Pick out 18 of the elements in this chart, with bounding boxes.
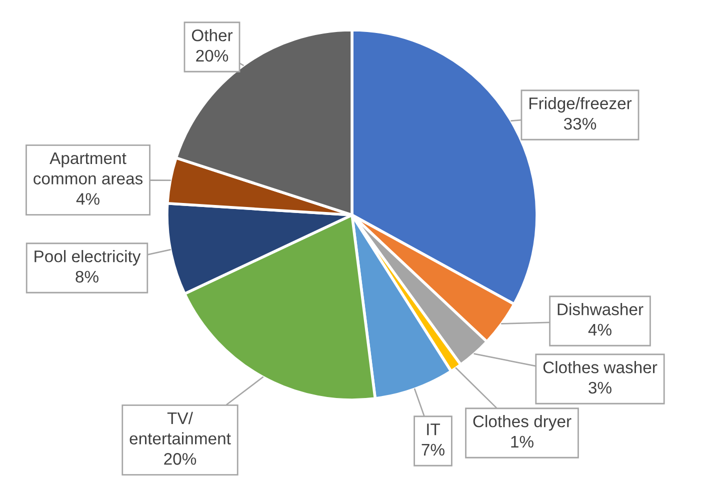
slice-label: Apartment common areas — [34, 152, 143, 184]
data-label: 3% — [588, 382, 612, 394]
slice-label: Other — [192, 29, 233, 42]
data-label: 1% — [511, 436, 534, 448]
slice-label: Pool electricity — [34, 250, 141, 266]
slice-label: TV/ entertainment — [130, 412, 231, 444]
data-label: 8% — [76, 270, 98, 283]
slice-label: Clothes dryer — [473, 415, 572, 431]
data-label: 4% — [588, 324, 612, 336]
data-label: 4% — [76, 193, 100, 205]
slice-label: Clothes washer — [543, 361, 658, 374]
data-label: 20% — [196, 50, 228, 62]
data-label: 20% — [164, 453, 196, 465]
slice-label: Fridge/freezer — [530, 97, 632, 113]
slice-label: IT — [427, 424, 440, 436]
data-label: 7% — [422, 444, 444, 456]
slice-label: Dishwasher — [558, 303, 644, 316]
data-label: 33% — [564, 118, 596, 130]
